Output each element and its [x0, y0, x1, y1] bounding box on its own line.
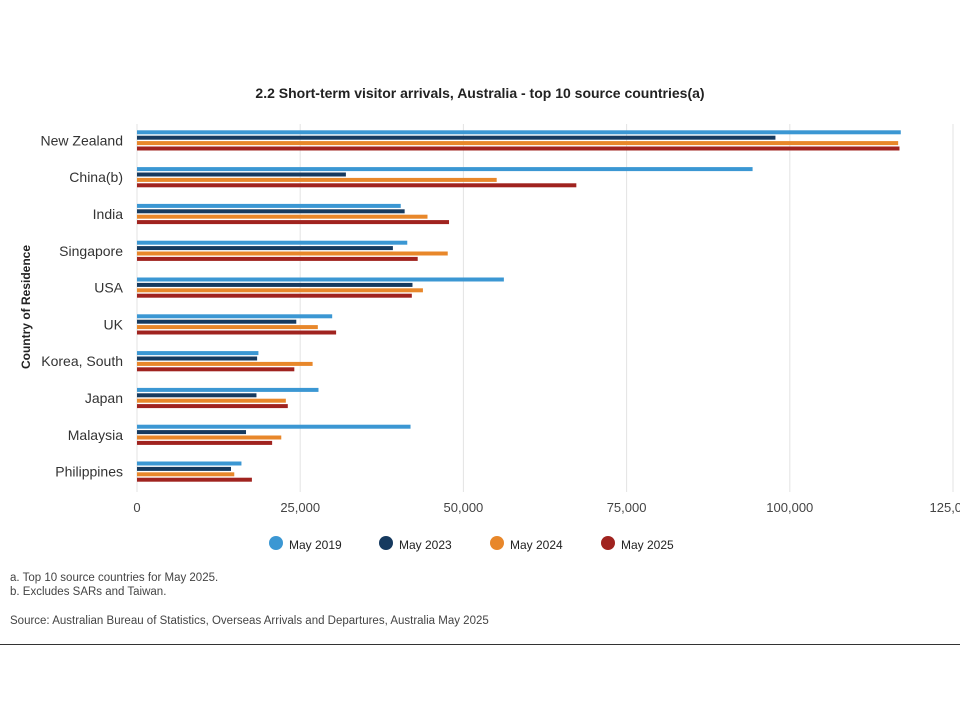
legend-item[interactable]: May 2024: [490, 536, 563, 552]
bar: [137, 325, 318, 330]
footnotes: a. Top 10 source countries for May 2025.…: [10, 571, 218, 599]
bar: [137, 461, 242, 466]
bar: [137, 440, 273, 445]
category-label: Japan: [85, 390, 123, 406]
category-label: USA: [94, 280, 123, 296]
bar: [137, 183, 577, 188]
x-tick-label: 75,000: [607, 500, 647, 515]
legend-swatch: [490, 536, 504, 550]
bar: [137, 130, 901, 135]
legend-swatch: [379, 536, 393, 550]
bar: [137, 288, 423, 293]
bar: [137, 141, 899, 146]
legend-label: May 2023: [399, 538, 452, 552]
bar: [137, 293, 412, 298]
bar: [137, 177, 497, 182]
source-note: Source: Australian Bureau of Statistics,…: [10, 615, 489, 627]
footnote-a: a. Top 10 source countries for May 2025.: [10, 572, 219, 584]
legend-swatch: [601, 536, 615, 550]
bar: [137, 393, 257, 398]
bar: [137, 256, 418, 261]
bar: [137, 146, 900, 151]
bar: [137, 361, 313, 366]
legend-swatch: [269, 536, 283, 550]
bar: [137, 430, 247, 435]
x-tick-label: 0: [133, 500, 140, 515]
legend-label: May 2024: [510, 538, 563, 552]
bar: [137, 387, 319, 392]
category-label: China(b): [69, 169, 123, 185]
divider: [0, 644, 960, 645]
bar: [137, 209, 405, 214]
bar: [137, 367, 295, 372]
category-label: India: [93, 206, 124, 222]
bar: [137, 167, 753, 172]
legend-item[interactable]: May 2025: [601, 536, 674, 552]
bar: [137, 330, 337, 335]
y-axis-title: Country of Residence: [19, 245, 33, 369]
x-axis-ticks: 0 25,000 50,000 75,000 100,000 125,000: [133, 500, 960, 515]
chart-title: 2.2 Short-term visitor arrivals, Austral…: [255, 85, 704, 101]
bars: [137, 130, 901, 482]
bar: [137, 472, 235, 477]
category-label: Malaysia: [68, 427, 123, 443]
bar: [137, 251, 448, 256]
bar: [137, 477, 252, 482]
x-tick-label: 50,000: [444, 500, 484, 515]
bar: [137, 356, 258, 361]
bar: [137, 404, 288, 409]
bar: [137, 220, 450, 225]
category-labels: New Zealand China(b) India Singapore USA UK Ko…: [41, 132, 124, 479]
legend-label: May 2025: [621, 538, 674, 552]
category-label: New Zealand: [41, 132, 124, 148]
bar: [137, 398, 286, 403]
bar: [137, 277, 504, 282]
category-label: Singapore: [59, 243, 123, 259]
footnote-b: b. Excludes SARs and Taiwan.: [10, 586, 167, 598]
bar: [137, 135, 776, 140]
legend-item[interactable]: May 2023: [379, 536, 452, 552]
bar: [137, 351, 259, 356]
bar: [137, 319, 297, 324]
bar: [137, 172, 346, 177]
legend-item[interactable]: May 2019: [269, 536, 342, 552]
x-tick-label: 25,000: [280, 500, 320, 515]
category-label: Korea, South: [41, 353, 123, 369]
bar: [137, 203, 401, 208]
bar: [137, 466, 232, 471]
bar: [137, 424, 411, 429]
bar: [137, 282, 413, 287]
bar: [137, 246, 393, 251]
category-label: Philippines: [55, 464, 123, 480]
bar: [137, 240, 408, 245]
x-tick-label: 125,000: [930, 500, 960, 515]
x-tick-label: 100,000: [766, 500, 813, 515]
bar: [137, 435, 282, 440]
legend[interactable]: May 2019 May 2023 May 2024 May 2025: [269, 536, 674, 552]
category-label: UK: [104, 316, 124, 332]
bar: [137, 314, 333, 319]
bar: [137, 214, 428, 219]
legend-label: May 2019: [289, 538, 342, 552]
